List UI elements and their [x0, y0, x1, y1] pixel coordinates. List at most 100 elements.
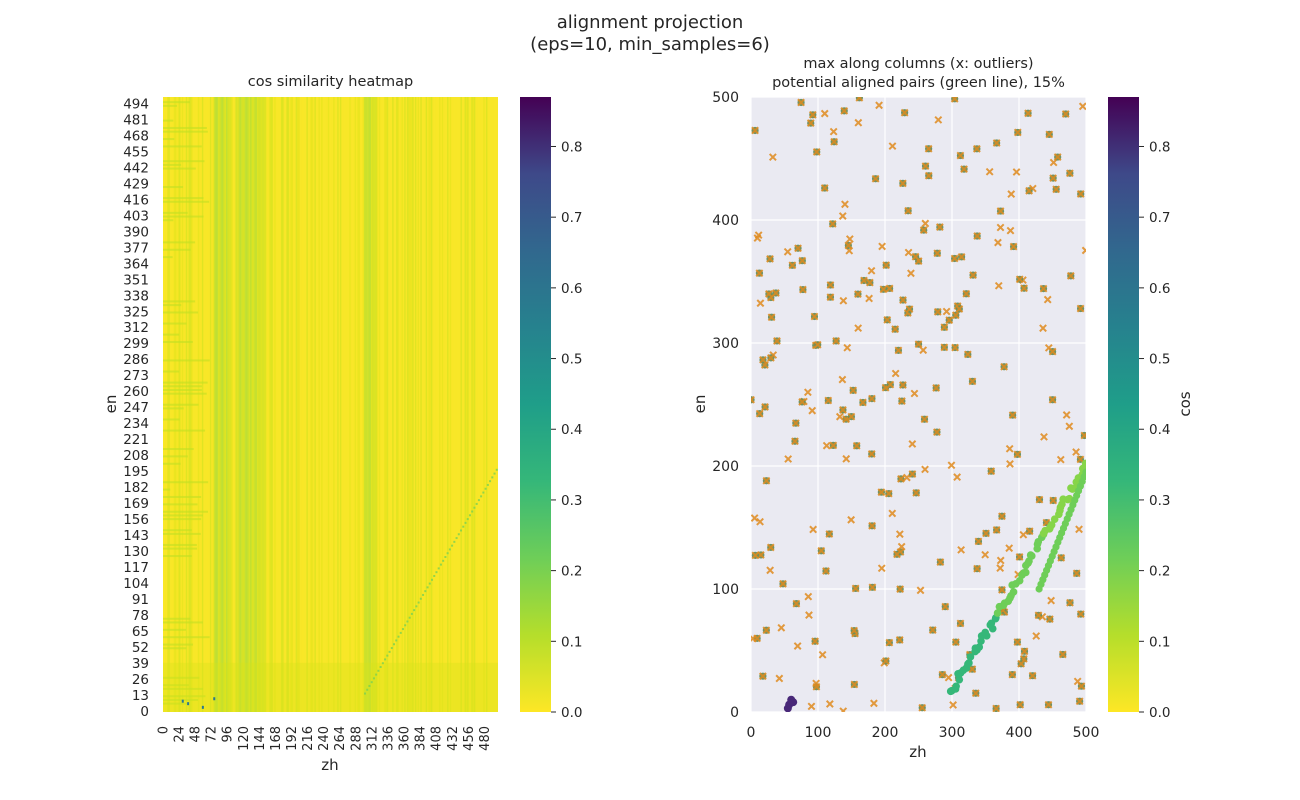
heatmap-column — [358, 97, 361, 712]
heatmap-column — [400, 97, 402, 712]
heatmap-column — [463, 97, 465, 712]
heatmap-row-strip — [163, 359, 210, 362]
heatmap-x-tick-label: 480 — [478, 726, 493, 751]
heatmap-y-tick-label: 325 — [123, 304, 149, 320]
heatmap-column — [306, 97, 309, 712]
heatmap-column — [495, 97, 497, 712]
scatter-outlier-x — [953, 473, 962, 481]
heatmap-column — [483, 97, 485, 712]
scatter-colorbar-label: cos — [1176, 391, 1194, 416]
heatmap-column — [310, 97, 313, 712]
scatter-outlier-x — [1006, 226, 1015, 235]
scatter-outlier-x — [1013, 638, 1022, 646]
scatter-outlier-x — [1076, 304, 1085, 313]
heatmap-column — [342, 97, 345, 712]
colorbar-tick-label: 0.0 — [1149, 705, 1170, 721]
scatter-outlier-x — [783, 247, 792, 256]
heatmap-column — [238, 97, 240, 712]
heatmap-column — [393, 97, 396, 712]
heatmap-column — [267, 97, 270, 712]
heatmap-column — [288, 97, 291, 712]
scatter-outlier-x — [854, 324, 863, 333]
colorbar-tick-label: 0.2 — [1149, 564, 1170, 580]
heatmap-column — [298, 97, 300, 712]
heatmap-diagonal-cell — [422, 593, 425, 596]
heatmap-column — [413, 97, 416, 712]
scatter-outlier-x — [829, 441, 838, 450]
heatmap-column — [266, 97, 268, 712]
scatter-aligned-point — [1047, 521, 1056, 529]
heatmap-diagonal-cell — [482, 491, 485, 494]
heatmap-row-strip — [163, 684, 189, 687]
scatter-outlier-x — [828, 219, 837, 228]
heatmap-column — [385, 97, 388, 712]
heatmap-column — [297, 97, 299, 712]
scatter-outlier-x — [916, 586, 925, 595]
heatmap-column — [259, 97, 262, 712]
heatmap-x-tick-label: 408 — [430, 726, 445, 751]
heatmap-x-tick-label: 336 — [381, 726, 396, 751]
heatmap-diagonal-cell — [408, 616, 411, 619]
scatter-outlier-x — [1013, 128, 1022, 137]
heatmap-row-strip — [163, 698, 199, 701]
heatmap-x-tick-label: 312 — [365, 726, 380, 751]
heatmap-column — [457, 97, 460, 712]
heatmap-column — [489, 97, 492, 712]
scatter-outlier-x — [878, 242, 887, 251]
scatter-outlier-x — [1020, 284, 1028, 293]
heatmap-column — [473, 97, 476, 712]
scatter-outlier-x — [1061, 110, 1070, 118]
scatter-outlier-x — [766, 254, 774, 263]
heatmap-row-strip — [163, 455, 188, 458]
scatter-outlier-x — [865, 278, 874, 287]
heatmap-column — [338, 97, 341, 712]
scatter-x-tick-label: 0 — [747, 725, 756, 741]
heatmap-column — [449, 97, 452, 712]
scatter-outlier-x — [1075, 525, 1083, 534]
heatmap-row-strip — [163, 429, 206, 432]
heatmap-column — [347, 97, 350, 712]
scatter-outlier-x — [766, 353, 775, 362]
heatmap-column — [323, 97, 326, 712]
scatter-outlier-x — [775, 674, 784, 683]
scatter-outlier-x — [907, 269, 915, 278]
heatmap-column — [492, 97, 495, 712]
scatter-outlier-x — [1028, 671, 1037, 680]
heatmap-column — [276, 97, 279, 712]
heatmap-row-strip — [163, 160, 205, 163]
heatmap-column — [223, 97, 225, 712]
heatmap-column — [425, 97, 428, 712]
scatter-outlier-x — [850, 626, 859, 635]
scatter-outlier-x — [981, 550, 990, 559]
colorbar-tick-label: 0.3 — [561, 493, 582, 509]
scatter-outlier-x — [940, 323, 949, 332]
scatter-outlier-x — [869, 699, 878, 708]
scatter-title-line2: potential aligned pairs (green line), 15… — [772, 75, 1065, 91]
heatmap-column — [234, 97, 236, 712]
scatter-x-tick-label: 300 — [939, 725, 966, 741]
scatter-outlier-x — [919, 346, 928, 355]
scatter-outlier-x — [987, 467, 996, 476]
scatter-outlier-x — [759, 355, 767, 364]
heatmap-column — [295, 97, 298, 712]
scatter-outlier-x — [1015, 553, 1024, 561]
scatter-outlier-x — [810, 312, 819, 321]
scatter-outlier-x — [994, 238, 1002, 247]
heatmap-column — [309, 97, 311, 712]
heatmap-row-strip — [163, 636, 210, 639]
heatmap-column — [263, 97, 266, 712]
heatmap-column — [321, 97, 323, 712]
heatmap-column — [351, 97, 354, 712]
heatmap-column — [493, 97, 496, 712]
scatter-outlier-x — [891, 369, 900, 378]
heatmap-column — [377, 97, 380, 712]
scatter-outlier-x — [992, 139, 1001, 147]
heatmap-row-strip — [163, 130, 208, 133]
scatter-outlier-x — [911, 252, 920, 261]
scatter-outlier-x — [1056, 455, 1065, 464]
heatmap-column — [331, 97, 334, 712]
scatter-outlier-x — [897, 474, 905, 483]
heatmap-y-tick-label: 13 — [132, 688, 149, 704]
scatter-outlier-x — [792, 599, 801, 608]
